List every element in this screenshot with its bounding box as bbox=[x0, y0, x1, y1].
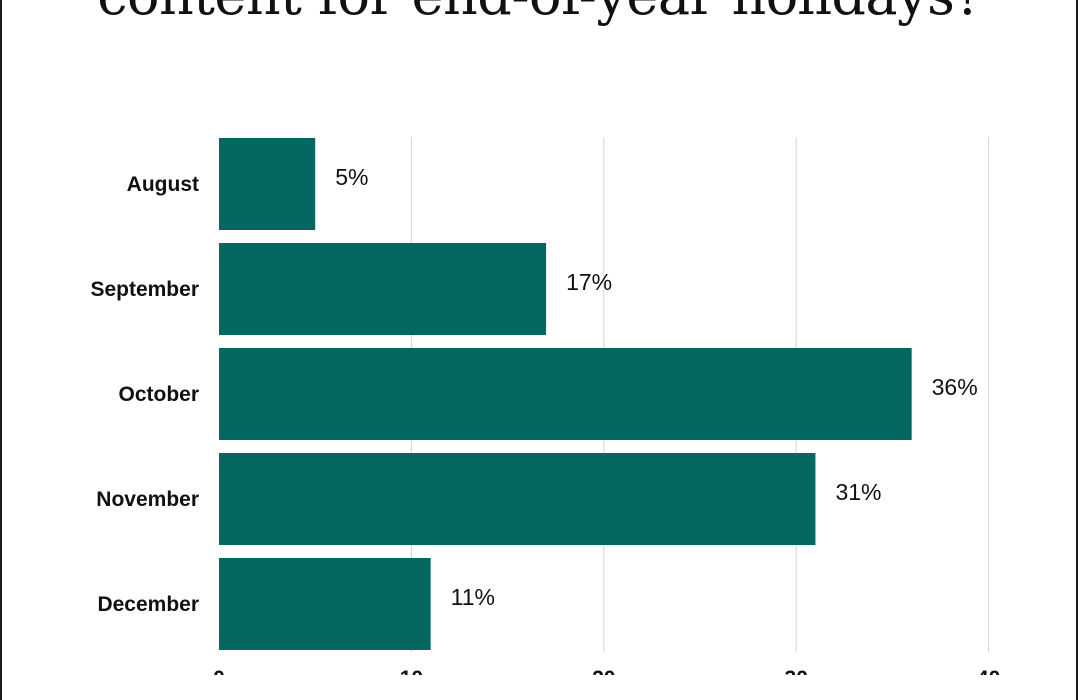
data-label: 36% bbox=[932, 374, 978, 400]
data-label: 11% bbox=[451, 584, 495, 610]
x-tick-label: 40 bbox=[977, 667, 1000, 675]
category-label: October bbox=[118, 383, 199, 406]
bar bbox=[219, 558, 431, 650]
bar bbox=[219, 348, 912, 440]
bar-chart: August 5% September 17% October 36% November 31… bbox=[90, 137, 1000, 675]
bar bbox=[219, 453, 816, 545]
chart-title: content for end-of-year holidays? bbox=[0, 0, 1080, 27]
bar bbox=[219, 243, 547, 335]
category-label: November bbox=[96, 488, 199, 511]
x-tick-label: 0 bbox=[213, 667, 225, 675]
labels: August 5% September 17% October 36% November 31… bbox=[90, 164, 1000, 675]
x-tick-label: 10 bbox=[400, 667, 423, 675]
bars bbox=[219, 138, 912, 650]
x-tick-label: 30 bbox=[785, 667, 808, 675]
x-tick-label: 20 bbox=[592, 667, 615, 675]
data-label: 5% bbox=[335, 164, 368, 190]
category-label: December bbox=[97, 593, 199, 616]
category-label: August bbox=[127, 173, 199, 196]
category-label: September bbox=[90, 278, 199, 301]
data-label: 31% bbox=[835, 479, 881, 505]
data-label: 17% bbox=[566, 269, 612, 295]
bar bbox=[219, 138, 316, 230]
